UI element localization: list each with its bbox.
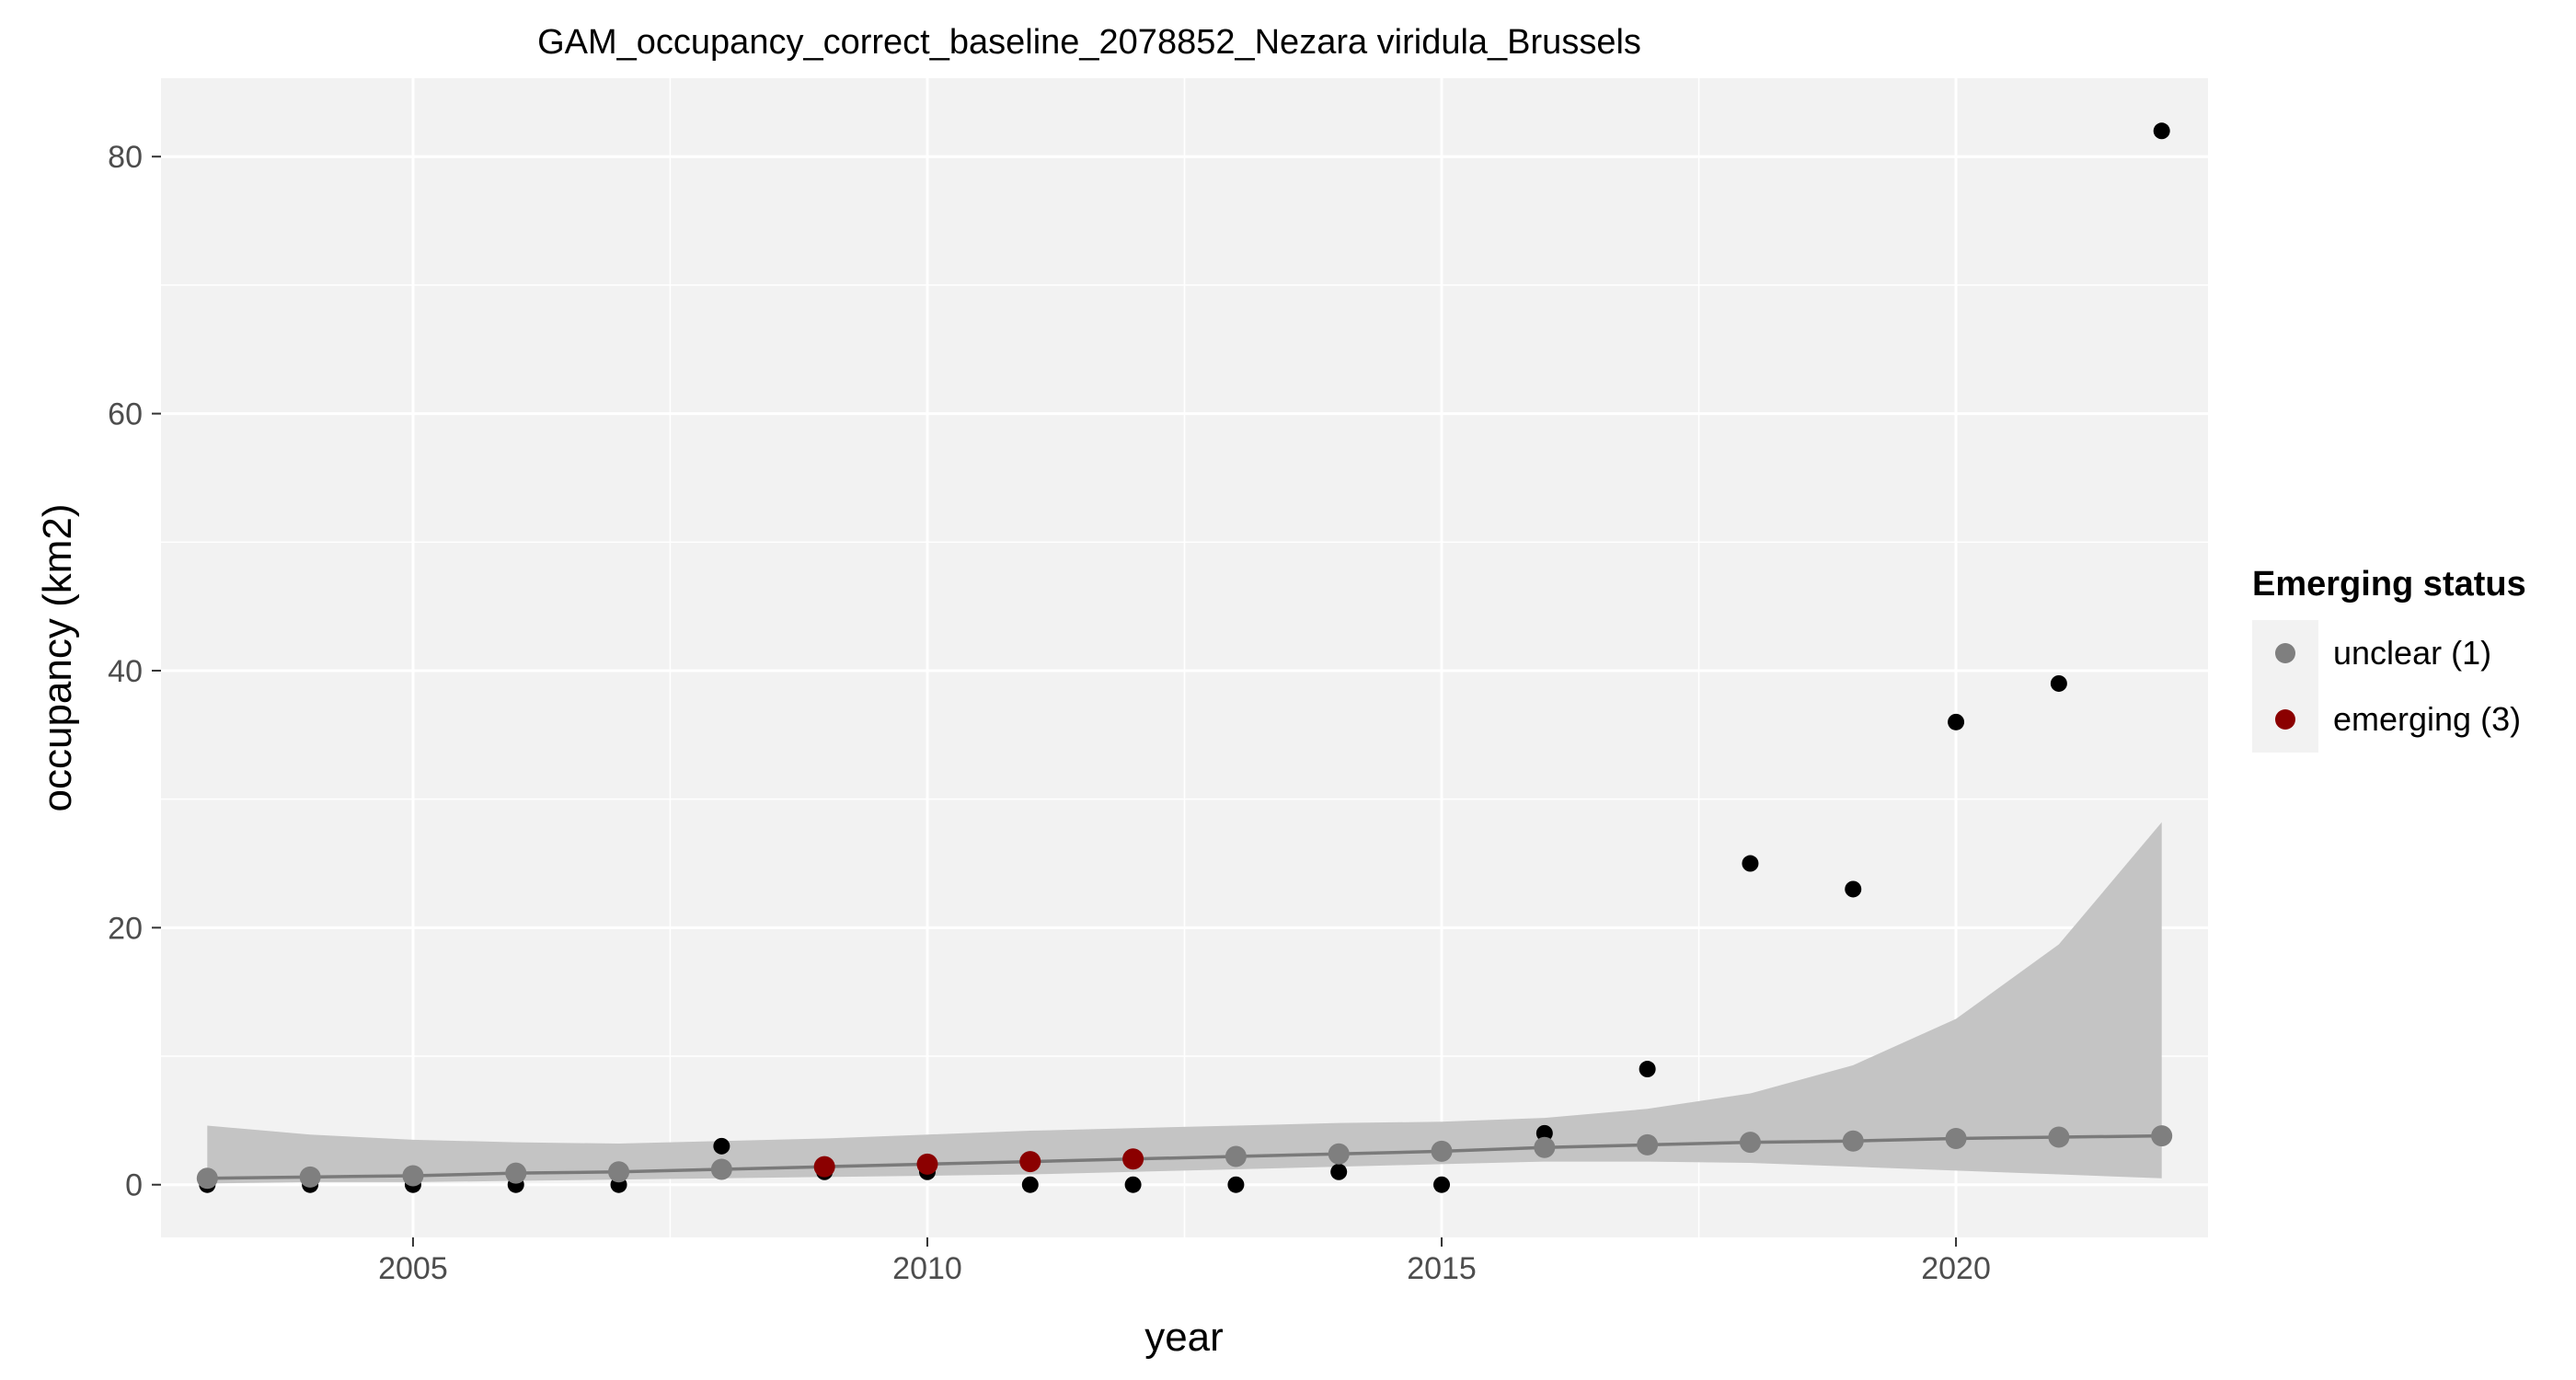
fitted-point-unclear: [1225, 1145, 1247, 1167]
observed-point: [2050, 674, 2067, 692]
observed-point: [1330, 1163, 1348, 1180]
observed-point: [1433, 1176, 1451, 1193]
legend-label-unclear: unclear (1): [2333, 634, 2491, 672]
observed-point: [713, 1137, 730, 1155]
fitted-point-emerging: [813, 1156, 835, 1178]
fitted-point-unclear: [2151, 1125, 2173, 1147]
fitted-point-unclear: [1534, 1136, 1556, 1158]
observed-point: [1742, 855, 1759, 872]
fitted-point-unclear: [608, 1161, 630, 1183]
confidence-band: [207, 822, 2162, 1184]
legend-key-emerging: [2275, 709, 2295, 730]
fitted-point-unclear: [710, 1158, 732, 1180]
x-axis: 2005 2010 2015 2020: [378, 1237, 1991, 1286]
x-tick-label: 2015: [1407, 1251, 1477, 1286]
y-axis-title: occupancy (km2): [35, 503, 80, 811]
fitted-point-unclear: [505, 1162, 527, 1184]
observed-point: [1021, 1176, 1039, 1193]
fitted-point-unclear: [2048, 1126, 2070, 1148]
x-tick-label: 2005: [378, 1251, 448, 1286]
legend-title: Emerging status: [2252, 565, 2526, 604]
x-tick-label: 2010: [892, 1251, 962, 1286]
fitted-point-unclear: [196, 1167, 218, 1190]
confidence-band-layer: [207, 822, 2162, 1184]
y-tick-label: 0: [125, 1168, 143, 1203]
observed-point: [1845, 880, 1862, 898]
fitted-point-emerging: [916, 1153, 938, 1175]
observed-point: [2153, 122, 2170, 140]
fitted-point-emerging: [1122, 1148, 1144, 1170]
fitted-points-layer: [196, 1125, 2173, 1190]
fitted-point-unclear: [1739, 1132, 1761, 1154]
legend-label-emerging: emerging (3): [2333, 700, 2521, 738]
y-tick-label: 60: [108, 397, 143, 432]
observed-point: [1948, 713, 1965, 730]
fit-line: [207, 1133, 2162, 1180]
fitted-point-unclear: [299, 1166, 321, 1188]
x-tick-label: 2020: [1921, 1251, 1991, 1286]
y-tick-label: 20: [108, 911, 143, 946]
y-tick-label: 40: [108, 654, 143, 689]
observed-point: [1227, 1176, 1245, 1193]
fitted-point-unclear: [1328, 1143, 1350, 1165]
x-axis-title: year: [1144, 1315, 1224, 1360]
chart-title: GAM_occupancy_correct_baseline_2078852_N…: [537, 23, 1641, 62]
observed-point: [1639, 1061, 1656, 1078]
legend: Emerging status unclear (1) emerging (3): [2252, 565, 2526, 753]
legend-key-unclear: [2275, 643, 2295, 663]
y-tick-label: 80: [108, 140, 143, 175]
fit-line-layer: [207, 1133, 2162, 1180]
fitted-point-unclear: [402, 1165, 424, 1187]
fitted-point-emerging: [1019, 1151, 1041, 1173]
legend-key-background: [2252, 620, 2318, 753]
y-axis: 0 20 40 60 80: [108, 140, 161, 1203]
observed-point: [1535, 1124, 1553, 1142]
fitted-point-unclear: [1842, 1130, 1864, 1152]
observed-point: [1124, 1176, 1142, 1193]
fitted-point-unclear: [1431, 1140, 1453, 1162]
fitted-point-unclear: [1945, 1127, 1967, 1149]
fitted-point-unclear: [1637, 1133, 1659, 1156]
